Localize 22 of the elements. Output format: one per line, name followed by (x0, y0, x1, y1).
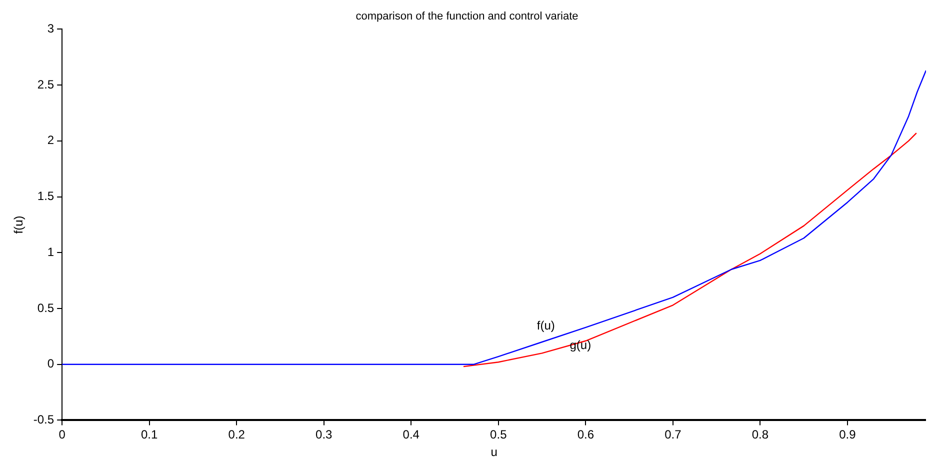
x-tick-label: 0.9 (839, 428, 856, 442)
y-tick-label: -0.5 (33, 412, 54, 427)
x-tick-label: 0.3 (316, 428, 333, 442)
x-tick-label: 0.8 (752, 428, 769, 442)
annotation: f(u) (536, 318, 555, 333)
y-tick-label: 1.5 (37, 189, 54, 204)
x-tick-label: 0.4 (402, 428, 420, 442)
y-tick-label: 0.5 (37, 300, 54, 315)
y-axis-title: f(u) (12, 216, 26, 234)
x-tick-label: 0 (58, 428, 66, 442)
y-tick-label: 3 (47, 22, 54, 36)
y-tick-label: 0 (47, 356, 54, 371)
y-tick-label: 1 (47, 244, 54, 259)
y-tick-label: 2 (47, 133, 54, 148)
x-tick-label: 0.1 (141, 428, 158, 442)
x-tick-label: 0.2 (228, 428, 246, 442)
y-tick-label: 2.5 (37, 77, 54, 92)
x-tick-label: 0.6 (577, 428, 594, 442)
x-tick-label: 0.5 (490, 428, 508, 442)
x-tick-label: 0.7 (664, 428, 682, 442)
chart-title: comparison of the function and control variate (356, 10, 578, 23)
x-axis-title: u (490, 445, 498, 460)
